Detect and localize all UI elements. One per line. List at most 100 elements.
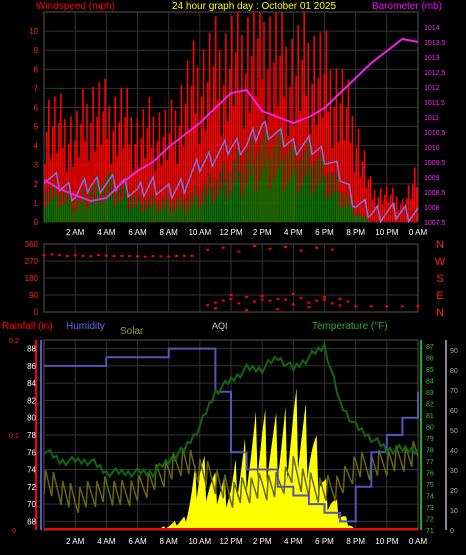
direction-point [307,306,311,309]
direction-point [315,246,319,249]
speed-bar [140,203,143,222]
speed-bar [196,196,199,222]
speed-bar [192,202,195,222]
speed-bar [333,192,336,222]
temperature-y-tick-label: 87 [426,344,434,351]
speed-bar [182,203,185,222]
humidity-y-tick-label: 84 [27,379,36,388]
speed-bar [180,195,183,222]
speed-bar [164,206,167,222]
temperature-y-tick-label: 75 [426,482,434,489]
gust-bar [154,170,157,222]
gust-bar [218,50,221,222]
gust-bar [178,125,181,222]
gust-bar [76,110,78,222]
gust-bar [291,38,293,222]
direction-point [369,305,373,308]
gust-bar [351,115,354,222]
direction-point [284,245,287,248]
speed-bar [100,204,102,222]
speed-bar [287,182,289,222]
direction-point [330,302,334,305]
climate-chart-ticks: 68 70 72 74 76 78 80 82 84 86 88 0 0.1 0.2 71 72 73 74 75 7… [9,338,458,546]
solar-y-tick-label: 30 [450,468,458,475]
gust-bar [403,208,406,222]
gust-bar [66,171,68,222]
speed-bar [114,205,116,222]
direction-point [182,254,186,257]
speed-bar [58,207,60,222]
gust-bar [60,93,62,222]
speed-bar [46,190,48,222]
gust-bar [301,59,303,222]
gust-bar [164,109,167,222]
direction-point [284,298,287,301]
climate-x-tick-label: 2 AM [66,537,85,546]
solar-y-tick-label: 80 [450,368,458,375]
speed-bar [305,176,307,222]
direction-point [213,307,217,310]
gust-bar [407,184,410,222]
speed-bar [104,198,106,222]
gust-bar [295,75,297,222]
gust-bar [86,104,88,222]
gust-bar [100,144,102,222]
speed-bar [122,199,124,222]
direction-point [229,294,233,296]
direction-point [221,246,225,249]
gust-bar [200,96,203,222]
gust-bar [102,111,104,222]
speed-bar [166,195,169,222]
gust-bar [287,136,289,222]
wind-y-tick-label: 6 [34,103,39,112]
speed-bar [92,185,94,222]
direction-point [190,254,194,257]
speed-bar [74,200,76,222]
speed-bar [359,213,362,222]
speed-bar [267,158,269,222]
climate-x-tick-label: 4 AM [97,537,116,546]
speed-bar [285,153,287,222]
direction-point [330,248,334,251]
wind-x-tick-label: 12 PM [219,228,242,237]
speed-bar [309,167,311,222]
climate-x-tick-label: 10 AM [188,537,211,546]
gust-bar [192,40,195,222]
gust-bar [186,60,189,222]
speed-bar [241,195,243,222]
gust-bar [412,184,414,222]
direction-point [323,295,326,298]
gust-bar [335,67,338,222]
solar-y-tick-label: 40 [450,448,458,455]
speed-bar [315,187,318,222]
gust-bar [206,81,209,223]
speed-bar [54,181,56,222]
barometer-y-tick-label: 1012.5 [424,70,446,77]
speed-bar [353,216,356,222]
gust-bar [395,196,398,222]
speed-bar [357,216,360,222]
speed-bar [120,185,122,222]
temperature-y-tick-label: 71 [426,528,434,535]
solar-y-tick-label: 10 [450,508,458,515]
wind-y-tick-label: 2 [34,180,39,189]
speed-bar [279,129,281,222]
gust-bar [122,147,124,222]
direction-y-tick-label: 270 [25,257,39,266]
rain-y-tick-label: 0.2 [9,338,19,345]
solar-label: Solar [120,326,144,337]
gust-bar [190,85,193,223]
speed-bar [150,206,153,222]
direction-point [221,299,225,302]
barometer-y-tick-label: 1008 [424,205,440,212]
gust-bar [235,52,237,222]
gust-bar [379,187,382,222]
wind-x-tick-label: 10 PM [375,228,398,237]
direction-point [104,254,108,257]
direction-point [175,254,178,257]
speed-bar [293,141,295,222]
barometer-y-tick-label: 1009.5 [424,160,446,167]
direction-point [260,294,264,297]
speed-bar [156,212,159,222]
